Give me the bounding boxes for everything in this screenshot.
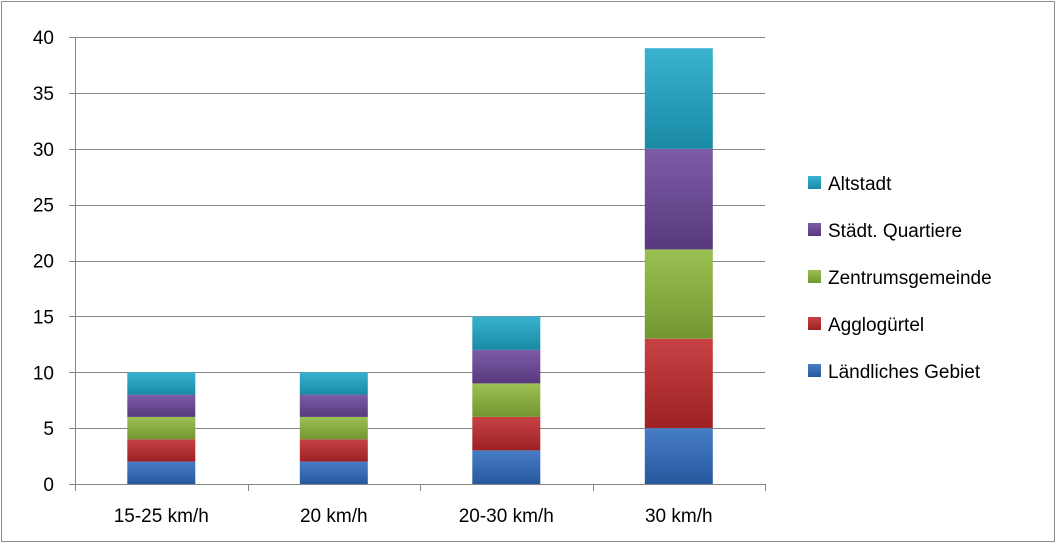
x-tick-label: 15-25 km/h [114, 506, 209, 527]
bar-segment-4-1 [644, 428, 713, 484]
legend-item: Städt. Quartiere [808, 221, 962, 242]
legend-item: Zentrumsgemeinde [808, 268, 992, 289]
bar-segment-1-5 [127, 372, 196, 395]
bar-segment-3-1 [472, 450, 541, 484]
x-tick-label: 30 km/h [645, 506, 713, 527]
bar-segment-3-3 [472, 383, 541, 417]
legend-label: Zentrumsgemeinde [828, 268, 992, 289]
bar-segment-2-1 [299, 461, 368, 484]
y-tick-label: 0 [43, 475, 54, 496]
bar-segment-4-5 [644, 48, 713, 149]
x-tick-labels: 15-25 km/h 20 km/h 20-30 km/h 30 km/h [114, 506, 713, 527]
bar-segment-2-3 [299, 416, 368, 440]
y-tick-label: 35 [33, 84, 54, 105]
y-tick-label: 25 [33, 196, 54, 217]
axes [69, 37, 766, 491]
bar-segment-1-3 [127, 416, 196, 440]
bar-segment-1-2 [127, 439, 196, 462]
bar-segment-2-2 [299, 439, 368, 462]
legend-swatch [808, 223, 821, 236]
y-tick-label: 5 [43, 419, 54, 440]
legend-swatch [808, 176, 821, 189]
bar-segment-2-5 [299, 372, 368, 395]
bar-segment-3-5 [472, 316, 541, 350]
bar-segment-1-4 [127, 394, 196, 417]
x-tick-label: 20 km/h [300, 506, 368, 527]
y-tick-label: 20 [33, 252, 54, 273]
bar-segment-4-4 [644, 148, 713, 250]
legend-swatch [808, 270, 821, 283]
legend-swatch [808, 364, 821, 377]
legend-label: Agglogürtel [828, 315, 924, 336]
y-tick-labels: 0 5 10 15 20 25 30 35 40 [33, 28, 54, 496]
legend-item: Agglogürtel [808, 315, 924, 336]
bar-segment-4-3 [644, 249, 713, 339]
bar-segment-3-4 [472, 349, 541, 384]
y-tick-label: 30 [33, 140, 54, 161]
y-tick-label: 10 [33, 363, 54, 384]
bar-segment-2-4 [299, 394, 368, 417]
y-tick-label: 15 [33, 307, 54, 328]
bars [127, 48, 713, 484]
legend-label: Ländliches Gebiet [828, 362, 981, 383]
legend: Altstadt Städt. Quartiere Zentrumsgemeinde… [808, 174, 992, 383]
y-tick-label: 40 [33, 28, 54, 49]
legend-item: Altstadt [808, 174, 892, 195]
bar-segment-4-2 [644, 338, 713, 429]
legend-label: Städt. Quartiere [828, 221, 962, 242]
legend-item: Ländliches Gebiet [808, 362, 981, 383]
legend-swatch [808, 317, 821, 330]
legend-label: Altstadt [828, 174, 892, 195]
bar-segment-3-2 [472, 416, 541, 451]
x-tick-label: 20-30 km/h [459, 506, 554, 527]
bar-segment-1-1 [127, 461, 196, 484]
